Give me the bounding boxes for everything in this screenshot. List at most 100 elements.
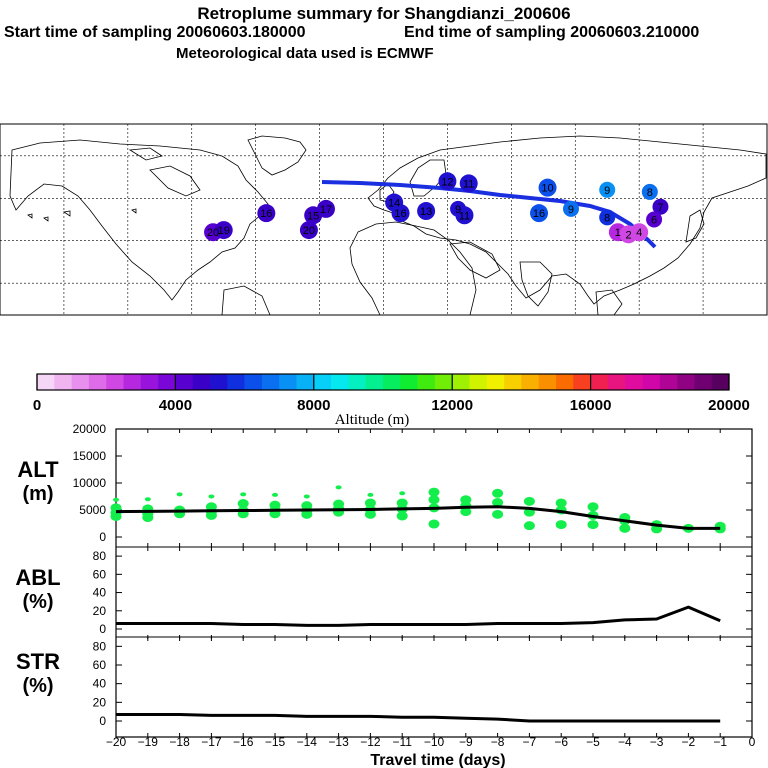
colorbar-tick-label: 8000 xyxy=(297,397,330,414)
plume-day-label: 10 xyxy=(541,183,553,195)
y-tick-label: 10000 xyxy=(73,476,107,490)
plume-day-label: 2 xyxy=(625,229,631,241)
colorbar-cell xyxy=(711,374,730,390)
alt-scatter-point xyxy=(396,511,408,521)
plume-cluster-dot xyxy=(562,200,579,217)
abl-panel-unit: (%) xyxy=(22,591,53,613)
x-tick-label: −17 xyxy=(201,735,222,749)
alt-scatter-point xyxy=(333,499,345,509)
alt-scatter-point xyxy=(364,498,376,508)
alt-scatter-point xyxy=(587,520,599,530)
plume-day-label: 17 xyxy=(320,204,332,216)
alt-scatter-point xyxy=(301,501,313,511)
met-data-label: Meteorological data used is ECMWF xyxy=(176,45,434,62)
alt-scatter-point xyxy=(555,498,567,508)
alt-scatter-point xyxy=(301,509,313,519)
plume-day-label: 9 xyxy=(455,204,461,216)
plume-day-label: 11 xyxy=(459,210,470,222)
x-tick-label: −4 xyxy=(618,735,632,749)
plume-day-label: 9 xyxy=(568,204,574,216)
plume-cluster-dot xyxy=(599,181,616,198)
abl-series-line xyxy=(116,605,721,627)
plume-cluster-dot xyxy=(599,209,616,226)
panel-ticks: 20000 15000 10000 5000 0 80 60 40 20 0 80 60 40 20 0 xyxy=(73,422,753,737)
colorbar-cell xyxy=(261,374,280,390)
alt-scatter-point xyxy=(240,492,247,497)
plume-day-label: 6 xyxy=(651,215,657,227)
colorbar-cell xyxy=(573,374,591,390)
plume-day-label: 20 xyxy=(303,225,315,237)
colorbar-cell xyxy=(400,374,418,390)
x-tick-label: −12 xyxy=(360,735,381,749)
plume-clusters xyxy=(204,172,669,244)
colorbar-cell xyxy=(192,374,211,390)
colorbar-cell xyxy=(659,374,678,390)
y-tick-label: 80 xyxy=(93,639,107,653)
x-tick-label: −3 xyxy=(650,735,664,749)
colorbar-cell xyxy=(383,374,401,390)
plume-day-label: 4 xyxy=(636,227,642,239)
map-frame xyxy=(0,123,768,316)
altitude-colorbar: 0 4000 8000 12000 16000 20000 Altitude (m) xyxy=(33,373,750,428)
colorbar-tick-label: 16000 xyxy=(570,397,612,414)
str-panel-label: STR xyxy=(16,649,60,674)
alt-scatter-point xyxy=(335,485,342,490)
plume-day-label: 16 xyxy=(394,208,406,220)
x-tick-label: −18 xyxy=(169,735,190,749)
colorbar-cell xyxy=(434,374,453,390)
y-tick-label: 40 xyxy=(93,677,107,691)
panels-frame xyxy=(115,428,753,738)
colorbar-cell xyxy=(158,374,176,390)
alt-scatter-point xyxy=(428,487,440,497)
alt-scatter-point xyxy=(303,494,310,499)
alt-scatter-point xyxy=(269,500,281,510)
colorbar-cell xyxy=(210,374,228,390)
coastlines xyxy=(9,135,767,316)
x-axis-label: Travel time (days) xyxy=(370,752,505,768)
colorbar-cell xyxy=(296,374,315,390)
alt-scatter-point xyxy=(399,491,406,496)
y-tick-label: 20 xyxy=(93,604,107,618)
colorbar-cell xyxy=(677,374,695,390)
x-tick-label: −9 xyxy=(459,735,473,749)
panel-lines xyxy=(115,505,721,723)
str-series-line xyxy=(116,712,721,723)
y-tick-label: 60 xyxy=(93,658,107,672)
colorbar-cell xyxy=(227,374,245,390)
plume-cluster-dot xyxy=(641,183,658,200)
alt-scatter-point xyxy=(523,496,535,506)
x-tick-label: −14 xyxy=(297,735,318,749)
colorbar-cell xyxy=(486,374,505,390)
plume-centroid-path xyxy=(321,180,657,249)
colorbar-cell xyxy=(279,374,297,390)
plume-day-label: 7 xyxy=(657,202,663,214)
x-tick-label: −11 xyxy=(392,735,412,749)
alt-scatter-point xyxy=(396,498,408,508)
colorbar-cell xyxy=(88,374,107,390)
plume-cluster-dot xyxy=(257,204,276,223)
plume-cluster-dot xyxy=(646,211,663,228)
plume-cluster-dot xyxy=(417,202,436,221)
colorbar-cell xyxy=(469,374,488,390)
x-tick-label: 0 xyxy=(749,735,756,749)
plume-day-label: 15 xyxy=(307,210,319,222)
colorbar-cell xyxy=(607,374,626,390)
alt-scatter-point xyxy=(523,521,535,531)
alt-scatter-point xyxy=(205,502,217,512)
y-tick-label: 15000 xyxy=(73,449,107,463)
x-tick-label: −19 xyxy=(138,735,159,749)
alt-series-line xyxy=(115,505,721,530)
colorbar-cell xyxy=(123,374,142,390)
alt-scatter-point xyxy=(492,509,504,519)
colorbar-cell xyxy=(331,374,349,390)
colorbar-cell xyxy=(37,374,55,390)
y-tick-label: 20 xyxy=(93,695,107,709)
plume-cluster-dot xyxy=(459,174,478,193)
colorbar-cell xyxy=(556,374,574,390)
colorbar-tick-label: 4000 xyxy=(159,397,192,414)
alt-scatter-point xyxy=(110,511,122,521)
colorbar-cell xyxy=(54,374,72,390)
x-tick-label: −1 xyxy=(713,735,727,749)
